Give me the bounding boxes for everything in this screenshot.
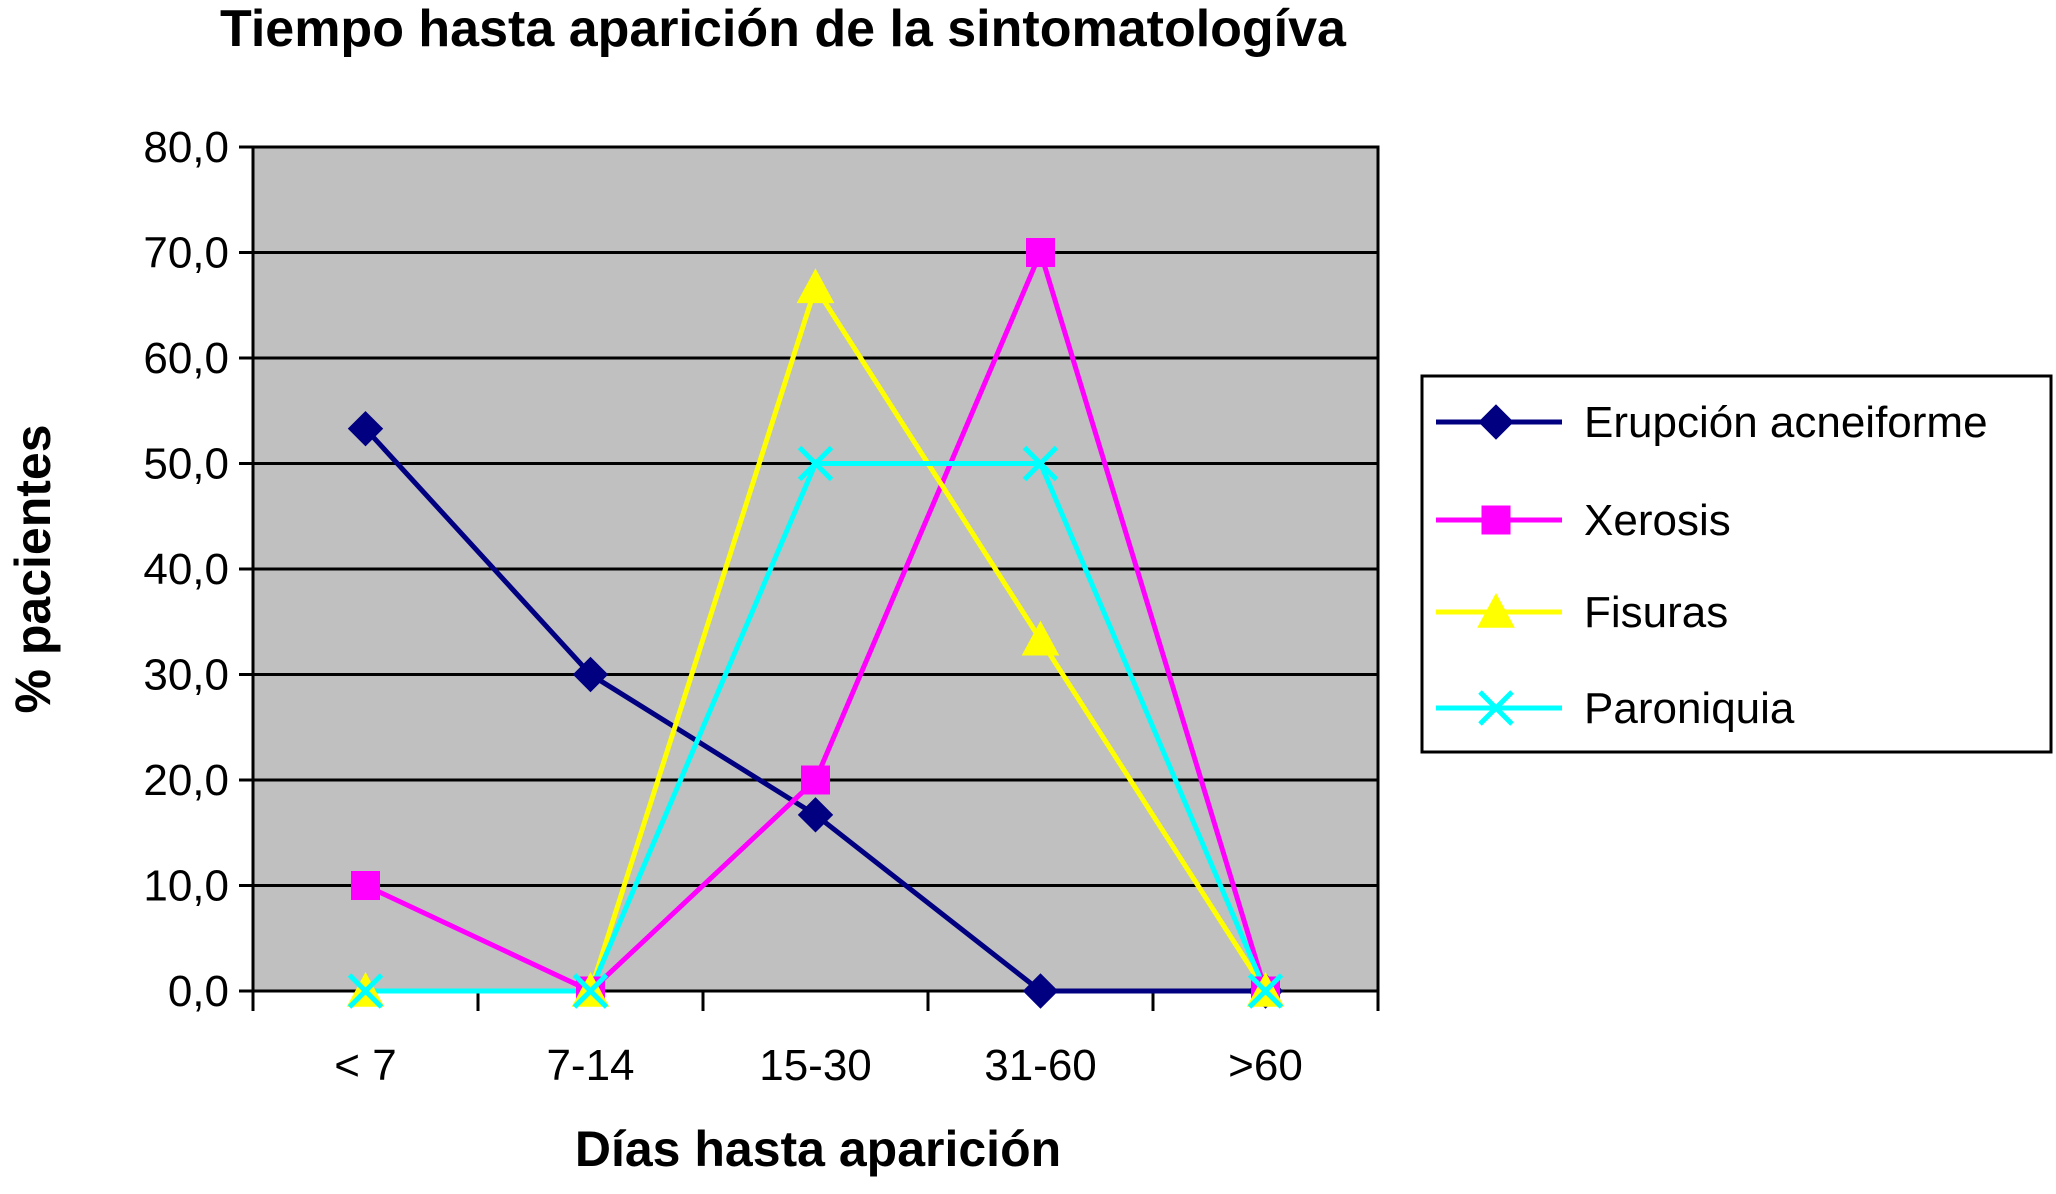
data-point-fisuras (1021, 620, 1060, 656)
legend-marker-fisuras (1477, 592, 1515, 628)
x-tick-label: 15-30 (759, 1041, 872, 1090)
y-tick-label: 10,0 (143, 862, 229, 911)
x-tick-label: < 7 (334, 1041, 396, 1090)
marker-layer (346, 238, 1285, 1009)
data-point-erupcion-acneiforme (572, 656, 609, 693)
data-point-paroniquia (1022, 445, 1059, 482)
y-axis-title: % pacientes (5, 424, 61, 713)
y-tick-label: 70,0 (143, 229, 229, 278)
y-tick-label: 0,0 (168, 967, 229, 1016)
data-point-paroniquia (1247, 973, 1284, 1009)
x-tick-label: >60 (1228, 1041, 1303, 1090)
data-point-xerosis (801, 765, 830, 795)
marker-stroke (347, 973, 384, 1009)
legend-marker-erupcion-acneiforme (1478, 404, 1514, 440)
marker-stroke (797, 445, 834, 482)
marker-stroke (572, 973, 609, 1009)
x-tick-label: 31-60 (984, 1041, 1097, 1090)
legend-label-erupcion-acneiforme: Erupción acneiforme (1584, 398, 1988, 447)
legend-marker-xerosis (1481, 505, 1511, 535)
y-tick-label: 80,0 (143, 123, 229, 172)
data-point-fisuras (796, 268, 835, 304)
x-tick-label: 7-14 (546, 1041, 634, 1090)
data-point-paroniquia (572, 973, 609, 1009)
legend-marker-paroniquia (1478, 690, 1514, 726)
marker-stroke (1247, 973, 1284, 1009)
x-tick-labels: < 7 7-14 15-30 31-60 >60 (334, 1041, 1303, 1090)
data-point-paroniquia (347, 973, 384, 1009)
data-point-erupcion-acneiforme (347, 410, 384, 447)
legend-box (1420, 374, 2053, 754)
y-tick-label: 30,0 (143, 651, 229, 700)
marker-stroke (1022, 445, 1059, 482)
marker-stroke (1478, 690, 1514, 726)
y-tick-label: 40,0 (143, 545, 229, 594)
y-tick-labels: 0,0 10,0 20,0 30,0 40,0 50,0 60,0 70,0 80,0 (143, 123, 229, 1016)
data-point-erupcion-acneiforme (1022, 973, 1059, 1009)
chart-title: Tiempo hasta aparición de la sintomatolo… (220, 0, 1347, 58)
y-tick-label: 20,0 (143, 756, 229, 805)
data-point-erupcion-acneiforme (797, 797, 834, 833)
y-tick-label: 60,0 (143, 334, 229, 383)
legend-label-fisuras: Fisuras (1584, 588, 1728, 637)
data-point-xerosis (1026, 238, 1055, 267)
legend-label-paroniquia: Paroniquia (1584, 684, 1795, 733)
x-axis-title: Días hasta aparición (575, 1121, 1061, 1177)
legend: Erupción acneiforme Xerosis Fisuras Paroniq… (1420, 374, 2053, 754)
data-point-xerosis (351, 871, 380, 900)
legend-label-xerosis: Xerosis (1584, 496, 1731, 545)
y-tick-label: 50,0 (143, 440, 229, 489)
data-point-paroniquia (797, 445, 834, 482)
